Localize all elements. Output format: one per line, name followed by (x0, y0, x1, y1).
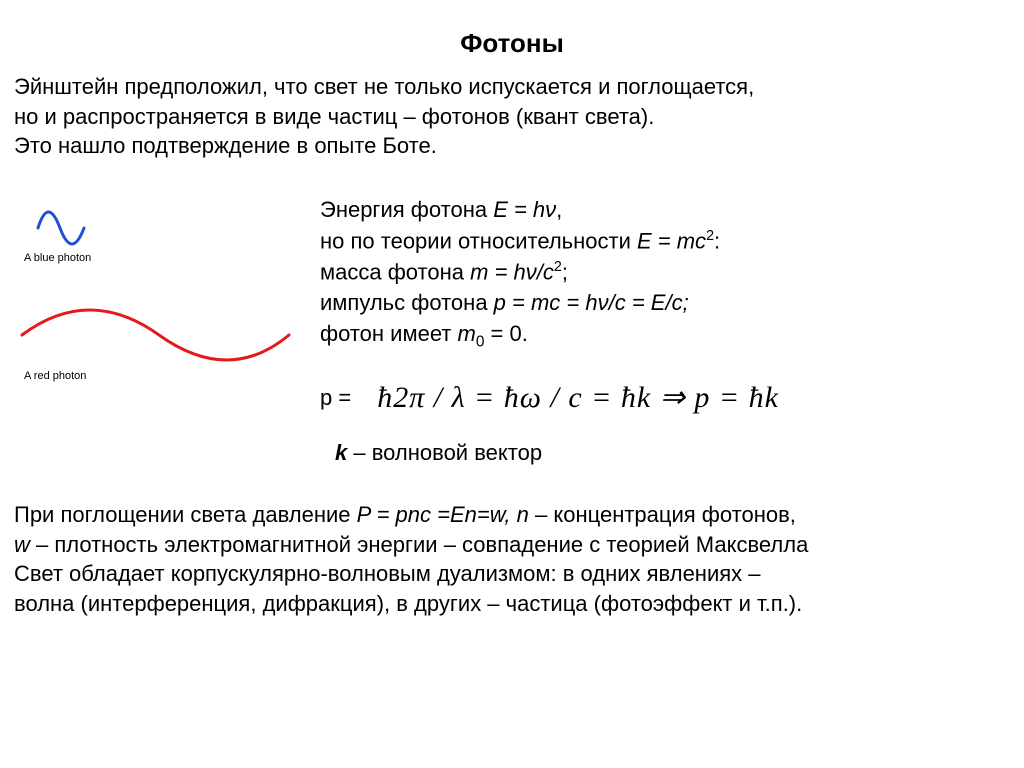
k-definition: k – волновой вектор (335, 440, 542, 466)
e-l2-b: E = mc (637, 228, 706, 253)
e-l3-sup: 2 (554, 259, 562, 275)
e-l2-a: но по теории относительности (320, 228, 637, 253)
blue-photon-label: A blue photon (24, 252, 91, 264)
e-l3-d: ; (562, 259, 568, 284)
e-l3-a: масса фотона (320, 259, 470, 284)
e-l1-a: Энергия фотона (320, 197, 493, 222)
e-l2-c: : (714, 228, 720, 253)
e-l1-b: E = h (493, 197, 545, 222)
red-photon-wave-icon (14, 290, 294, 370)
blue-wave-path (38, 212, 84, 244)
e-l1-nu: ν (545, 197, 556, 222)
intro-line-3: Это нашло подтверждение в опыте Боте. (14, 133, 437, 158)
b-l1-a: При поглощении света давление (14, 502, 357, 527)
e-l4-c: /c = E/c; (609, 290, 689, 315)
e-l4-b: p = mc = h (494, 290, 598, 315)
red-wave-path (22, 310, 289, 360)
k-symbol: k (335, 440, 347, 465)
intro-text: Эйнштейн предположил, что свет не только… (14, 72, 1010, 161)
formula-math: ħ2π / λ = ħω / c = ħk ⇒ p = ħk (377, 380, 779, 415)
e-l3-c: /c (537, 259, 554, 284)
e-l3-nu: ν (526, 259, 537, 284)
blue-photon-wave-icon (34, 200, 114, 250)
e-l5-b: m (458, 321, 476, 346)
b-l4: волна (интерференция, дифракция), в друг… (14, 591, 802, 616)
intro-line-2: но и распространяется в виде частиц – фо… (14, 104, 654, 129)
e-l5-c: = 0. (484, 321, 527, 346)
momentum-formula: p = ħ2π / λ = ħω / c = ħk ⇒ p = ħk (320, 380, 1020, 415)
e-l5-a: фотон имеет (320, 321, 458, 346)
e-l3-b: m = h (470, 259, 526, 284)
b-l2-a: w (14, 532, 30, 557)
b-l1-b: P = pnc =En=w, n (357, 502, 529, 527)
b-l2-b: – плотность электромагнитной энергии – с… (30, 532, 808, 557)
e-l2-sup: 2 (706, 228, 714, 244)
photon-diagram: A blue photon A red photon (24, 200, 284, 400)
intro-line-1: Эйнштейн предположил, что свет не только… (14, 74, 754, 99)
e-l1-c: , (556, 197, 562, 222)
b-l1-c: – концентрация фотонов, (529, 502, 796, 527)
slide: Фотоны Эйнштейн предположил, что свет не… (0, 0, 1024, 768)
red-photon-label: A red photon (24, 370, 86, 382)
energy-text: Энергия фотона E = hν, но по теории отно… (320, 195, 1010, 353)
e-l4-a: импульс фотона (320, 290, 494, 315)
k-text: – волновой вектор (347, 440, 542, 465)
page-title: Фотоны (0, 28, 1024, 59)
b-l3: Свет обладает корпускулярно-волновым дуа… (14, 561, 761, 586)
formula-p-equals: p = (320, 385, 351, 411)
bottom-text: При поглощении света давление P = pnc =E… (14, 500, 1024, 619)
e-l4-nu: ν (598, 290, 609, 315)
